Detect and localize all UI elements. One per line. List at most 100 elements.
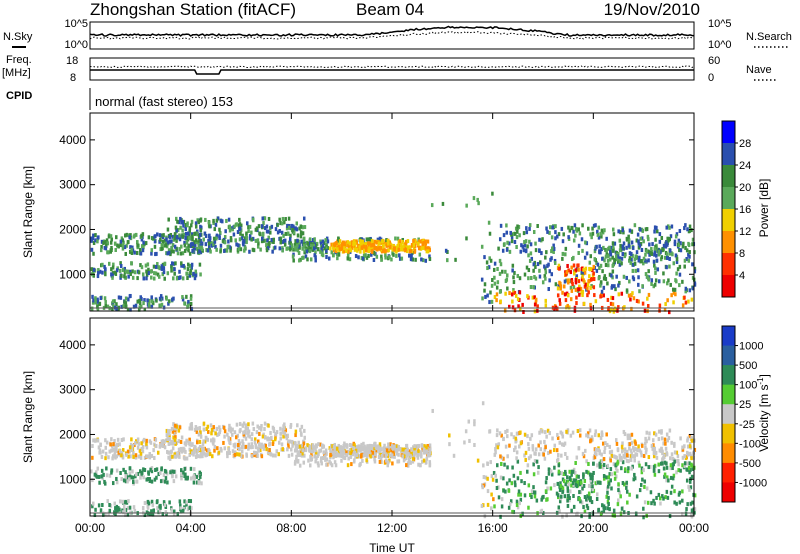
scatter-cell (139, 263, 142, 268)
scatter-cell (204, 435, 208, 440)
scatter-cell (279, 221, 282, 226)
scatter-cell (179, 439, 183, 444)
scatter-cell (577, 474, 580, 479)
scatter-cell (162, 233, 165, 238)
scatter-cell (124, 507, 128, 512)
scatter-cell (517, 492, 520, 497)
scatter-cell (645, 439, 648, 444)
scatter-cell (329, 448, 332, 453)
scatter-cell (653, 431, 656, 436)
scatter-cell (688, 288, 692, 293)
scatter-cell (94, 507, 97, 512)
scatter-cell (577, 446, 581, 451)
scatter-cell (247, 225, 250, 230)
scatter-cell (671, 287, 675, 292)
scatter-cell (193, 467, 196, 472)
scatter-cell (570, 280, 574, 285)
scatter-cell (588, 274, 591, 279)
scatter-cell (668, 264, 671, 269)
scatter-cell (392, 252, 395, 257)
scatter-cell (540, 497, 543, 502)
velocity-colorbar-label-end: ] (757, 374, 771, 377)
scatter-cell (646, 500, 650, 505)
scatter-cell (180, 220, 183, 225)
scatter-cell (178, 448, 182, 453)
scatter-cell (231, 432, 234, 437)
scatter-cell (113, 510, 116, 515)
scatter-cell (127, 274, 130, 279)
scatter-cell (197, 220, 201, 225)
scatter-cell (197, 242, 201, 247)
scatter-cell (118, 507, 121, 512)
scatter-cell (633, 472, 636, 477)
scatter-cell (410, 243, 414, 248)
scatter-cell (207, 241, 211, 246)
scatter-cell (600, 247, 603, 252)
velocity-colorbar-label-main: Velocity [m s (757, 385, 771, 452)
scatter-cell (247, 229, 250, 234)
scatter-cell (684, 223, 687, 228)
scatter-cell (654, 278, 658, 283)
scatter-cell (252, 248, 256, 253)
scatter-cell (184, 223, 188, 228)
scatter-cell (597, 508, 600, 513)
scatter-cell (689, 501, 693, 506)
scatter-cell (134, 453, 138, 458)
scatter-cell (200, 241, 204, 246)
scatter-cell (276, 222, 279, 227)
scatter-cell (649, 490, 653, 495)
scatter-cell (189, 499, 193, 504)
scatter-cell (345, 450, 348, 455)
scatter-cell (661, 248, 664, 253)
scatter-cell (578, 490, 581, 495)
scatter-cell (287, 216, 291, 221)
scatter-cell (188, 447, 192, 452)
scatter-cell (306, 443, 309, 448)
scatter-cell (679, 241, 682, 246)
scatter-cell (234, 435, 238, 440)
scatter-cell (622, 246, 625, 251)
scatter-cell (607, 502, 610, 507)
scatter-cell (516, 459, 520, 464)
scatter-cell (615, 455, 618, 460)
scatter-cell (313, 246, 316, 251)
scatter-cell (271, 453, 275, 458)
scatter-cell (486, 266, 489, 271)
scatter-cell (186, 235, 190, 240)
scatter-cell (690, 456, 693, 461)
scatter-cell (679, 248, 683, 253)
scatter-cell (496, 445, 500, 450)
scatter-cell (176, 511, 179, 516)
scatter-cell (643, 484, 646, 489)
scatter-cell (359, 249, 362, 254)
scatter-cell (406, 463, 410, 468)
scatter-cell (623, 432, 627, 437)
scatter-cell (574, 482, 578, 487)
scatter-cell (91, 478, 94, 483)
scatter-cell (198, 426, 202, 431)
scatter-cell (207, 447, 210, 452)
scatter-cell (270, 435, 273, 440)
scatter-cell (598, 249, 601, 254)
scatter-cell (586, 286, 589, 291)
scatter-cell (317, 442, 320, 447)
scatter-cell (111, 273, 114, 278)
scatter-cell (652, 259, 656, 264)
scatter-cell (96, 299, 100, 304)
scatter-cell (205, 448, 209, 453)
scatter-cell (510, 239, 514, 244)
scatter-cell (397, 452, 400, 457)
scatter-cell (254, 238, 258, 243)
scatter-cell (152, 508, 156, 513)
scatter-cell (174, 261, 177, 266)
scatter-cell (146, 499, 150, 504)
scatter-cell (149, 511, 153, 516)
scatter-cell (397, 459, 401, 464)
scatter-cell (658, 232, 662, 237)
scatter-cell (618, 256, 622, 261)
scatter-cell (219, 231, 222, 236)
scatter-cell (601, 230, 605, 235)
scatter-cell (578, 433, 582, 438)
scatter-cell (139, 251, 143, 256)
scatter-cell (577, 227, 580, 232)
